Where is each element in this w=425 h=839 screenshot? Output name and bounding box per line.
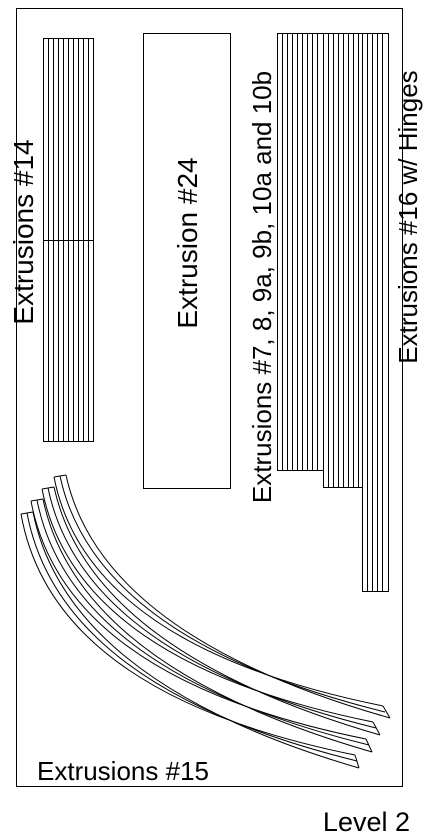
label-extrusion-24: Extrusion #24: [172, 157, 203, 328]
extrusion-14-bundle: [43, 38, 94, 442]
label-extrusions-16: Extrusions #16 w/ Hinges: [393, 70, 423, 363]
label-level: Level 2: [323, 807, 410, 837]
level-boundary: [16, 8, 403, 787]
label-extrusions-7-10b: Extrusions #7, 8, 9a, 9b, 10a and 10b: [247, 71, 277, 503]
extrusion-15-curved-stack: [20, 474, 391, 769]
extrusion-24-box: [143, 33, 231, 489]
extrusion-7-10b-bundle: [277, 33, 363, 488]
label-extrusions-15: Extrusions #15: [37, 756, 209, 786]
label-extrusions-14: Extrusions #14: [8, 139, 39, 324]
extrusion-16-bundle: [362, 33, 389, 592]
